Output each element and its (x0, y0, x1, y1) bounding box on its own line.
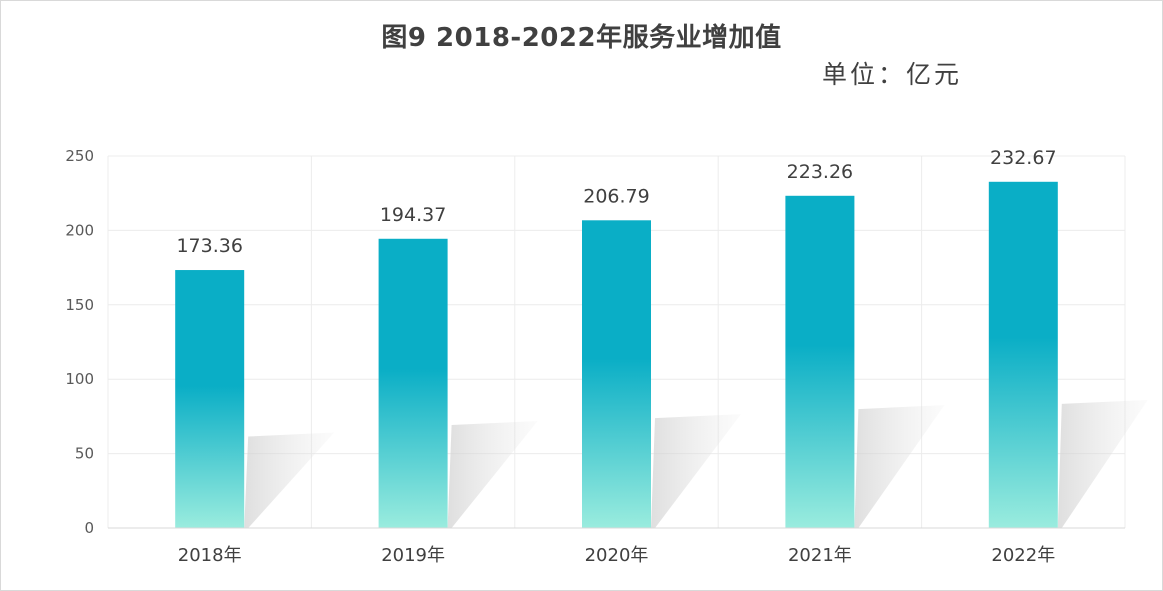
y-tick-label: 200 (65, 221, 94, 239)
y-axis: 0 50 100 150 200 250 (65, 147, 94, 537)
bar-shadow (1057, 399, 1148, 528)
y-tick-label: 150 (65, 296, 94, 314)
bar-shadow (447, 420, 538, 528)
x-tick-label: 2022年 (991, 545, 1055, 566)
bar (988, 181, 1058, 528)
bar (785, 195, 855, 528)
bar-shadows (244, 399, 1148, 528)
y-tick-label: 0 (84, 519, 94, 537)
bar (378, 238, 448, 528)
x-tick-label: 2018年 (178, 545, 242, 566)
x-axis: 2018年 2019年 2020年 2021年 2022年 (108, 527, 1125, 566)
y-tick-label: 100 (65, 370, 94, 388)
bar (582, 220, 651, 528)
x-tick-label: 2019年 (381, 545, 445, 566)
bars (175, 181, 1058, 528)
y-tick-label: 50 (75, 445, 94, 463)
bar-shadow (854, 405, 945, 528)
y-tick-label: 250 (65, 147, 94, 165)
data-label: 223.26 (787, 161, 853, 183)
chart-title: 图9 2018-2022年服务业增加值 (381, 23, 782, 53)
data-label: 194.37 (380, 204, 446, 226)
data-labels: 173.36 194.37 206.79 223.26 232.67 (176, 147, 1056, 257)
x-tick-label: 2021年 (788, 545, 852, 566)
bar-shadow (244, 432, 335, 528)
bar-shadow (651, 414, 741, 528)
bar (175, 270, 245, 528)
data-label: 206.79 (583, 185, 649, 207)
data-label: 173.36 (176, 235, 242, 257)
x-tick-label: 2020年 (585, 545, 649, 566)
unit-label: 单位：亿元 (822, 60, 963, 89)
data-label: 232.67 (990, 147, 1056, 169)
